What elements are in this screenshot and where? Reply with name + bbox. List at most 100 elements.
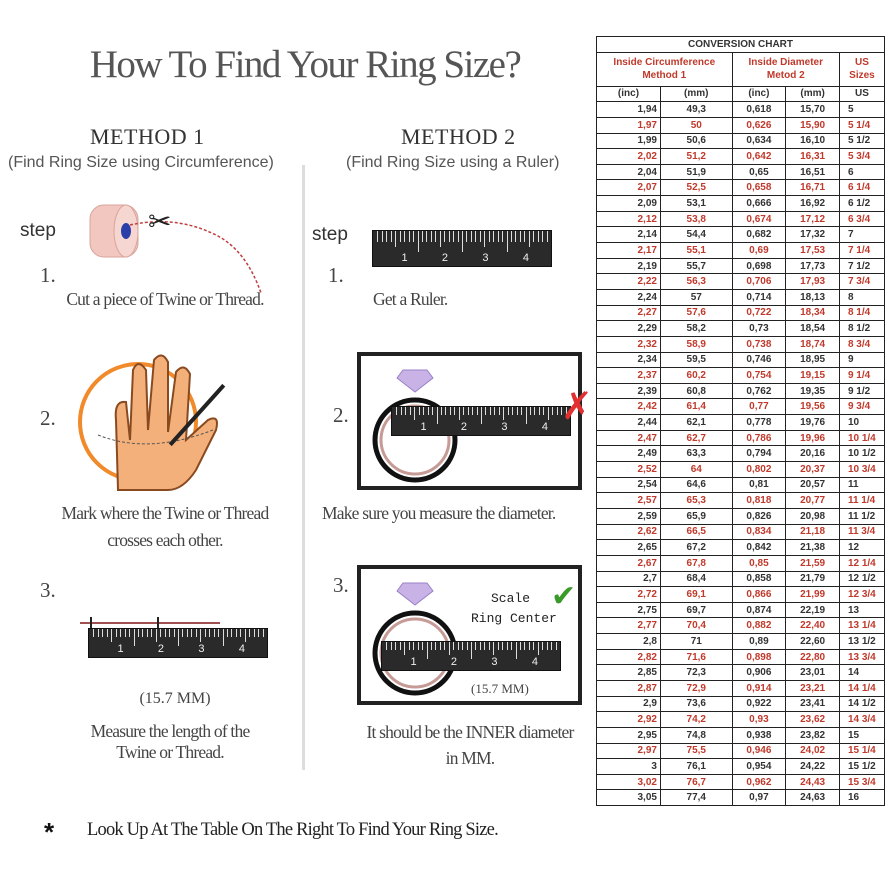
table-cell: 14 3/4 <box>838 711 886 728</box>
ruler-tick <box>423 407 425 416</box>
ruler-tick <box>399 231 401 242</box>
ruler-tick <box>93 629 95 638</box>
table-cell: 8 3/4 <box>838 335 886 353</box>
ruler-tick <box>542 231 544 242</box>
table-cell: 17,53 <box>785 242 840 259</box>
table-cell: 2,52 <box>596 461 661 478</box>
table-row: 2,17 55,1 0,69 17,53 7 1/4 <box>596 242 886 259</box>
table-cell: 0,922 <box>731 695 787 713</box>
table-cell: 2,19 <box>596 257 661 275</box>
table-cell: 0,866 <box>731 586 787 603</box>
header-diameter: Inside Diameter Metod 2 <box>731 51 840 87</box>
table-row: 2,72 69,1 0,866 21,99 12 3/4 <box>596 586 886 603</box>
ruler-tick <box>129 629 131 638</box>
table-cell: 15,70 <box>785 101 840 118</box>
table-cell: 11 1/4 <box>838 492 886 509</box>
method2-heading: METHOD 2 <box>401 124 516 149</box>
method1-step2-number: 2. <box>40 406 56 430</box>
table-cell: 50 <box>659 116 733 134</box>
ruler-tick <box>493 642 495 655</box>
ruler-number: 2 <box>157 643 165 655</box>
ruler: 1 2 3 4 <box>381 641 561 671</box>
ruler-number: 2 <box>441 252 449 264</box>
ruler-tick <box>556 407 558 416</box>
table-cell: 67,2 <box>659 539 733 556</box>
table-cell: 15 1/4 <box>838 742 886 760</box>
twine-mark <box>90 617 92 629</box>
ruler-tick <box>381 231 383 242</box>
table-row: 2,77 70,4 0,882 22,40 13 1/4 <box>596 617 886 635</box>
ruler-tick <box>421 231 423 242</box>
table-cell: 70,4 <box>659 617 733 635</box>
ruler-tick <box>470 231 472 242</box>
ruler-number: 1 <box>410 656 417 668</box>
table-cell: 2,42 <box>596 398 661 416</box>
ruler-tick <box>413 231 415 242</box>
method2-measurement: (15.7 MM) <box>471 681 529 696</box>
ruler-tick <box>408 231 410 242</box>
table-cell: 19,35 <box>785 382 840 400</box>
table-cell: 66,5 <box>659 523 733 541</box>
table-cell: 2,7 <box>596 570 661 588</box>
table-row: 2,47 62,7 0,786 19,96 10 1/4 <box>596 429 886 447</box>
table-row: 2,59 65,9 0,826 20,98 11 1/2 <box>596 507 886 525</box>
table-cell: 75,5 <box>659 742 733 760</box>
table-cell: 63,3 <box>659 445 733 463</box>
table-cell: 2,17 <box>596 242 661 259</box>
ruler-tick <box>485 407 487 416</box>
table-cell: 13 1/4 <box>838 617 886 635</box>
table-cell: 18,74 <box>785 335 840 353</box>
table-row: 2,85 72,3 0,906 23,01 14 <box>596 664 886 681</box>
table-cell: 0,738 <box>731 335 787 353</box>
table-cell: 0,706 <box>731 273 787 290</box>
method1-step-label: step <box>20 220 56 241</box>
ruler-tick <box>448 642 450 655</box>
ruler-tick <box>427 407 429 416</box>
table-row: 2,27 57,6 0,722 18,34 8 1/4 <box>596 304 886 322</box>
table-cell: 61,4 <box>659 398 733 416</box>
table-cell: 52,5 <box>659 179 733 197</box>
table-cell: 21,59 <box>785 554 840 572</box>
ruler-tick <box>430 231 432 242</box>
ruler-tick <box>547 407 549 420</box>
ruler-tick <box>164 629 166 638</box>
table-cell: 76,7 <box>659 773 733 791</box>
table-cell: 17,32 <box>785 226 840 244</box>
table-cell: 22,60 <box>785 633 840 650</box>
ruler-tick <box>160 629 162 638</box>
table-cell: 22,19 <box>785 601 840 619</box>
table-cell: 2,75 <box>596 601 661 619</box>
ruler-tick <box>506 231 508 252</box>
ruler-tick <box>471 642 472 659</box>
ruler-tick <box>515 231 517 242</box>
method2-step2-caption: Make sure you measure the diameter. <box>322 503 556 523</box>
method2-step3-number: 3. <box>333 573 349 597</box>
table-cell: 0,81 <box>731 476 787 494</box>
table-cell: 19,15 <box>785 367 840 384</box>
ruler-tick <box>479 642 481 651</box>
header-circumference: Inside Circumference Method 1 <box>596 51 733 87</box>
table-cell: 9 1/4 <box>838 367 886 384</box>
ruler-tick <box>436 407 438 424</box>
table-cell: 2,07 <box>596 179 661 197</box>
table-cell: 64,6 <box>659 476 733 494</box>
twine-line <box>80 622 220 624</box>
ruler-tick <box>516 407 518 416</box>
table-cell: 55,7 <box>659 257 733 275</box>
unit-inc: (inc) <box>731 85 787 103</box>
ruler-tick <box>231 629 233 638</box>
ruler-tick <box>386 231 388 242</box>
table-cell: 0,698 <box>731 257 787 275</box>
ruler-tick <box>262 629 264 638</box>
table-cell: 0,89 <box>731 633 787 650</box>
table-cell: 11 <box>838 476 886 494</box>
table-cell: 0,77 <box>731 398 787 416</box>
table-cell: 51,9 <box>659 163 733 181</box>
table-cell: 73,6 <box>659 695 733 713</box>
table-cell: 22,40 <box>785 617 840 635</box>
method1-subtitle: (Find Ring Size using Circumference) <box>8 154 274 171</box>
table-cell: 12 1/2 <box>838 570 886 588</box>
ruler-tick <box>453 642 455 651</box>
table-cell: 20,77 <box>785 492 840 509</box>
ruler-tick <box>543 407 545 416</box>
